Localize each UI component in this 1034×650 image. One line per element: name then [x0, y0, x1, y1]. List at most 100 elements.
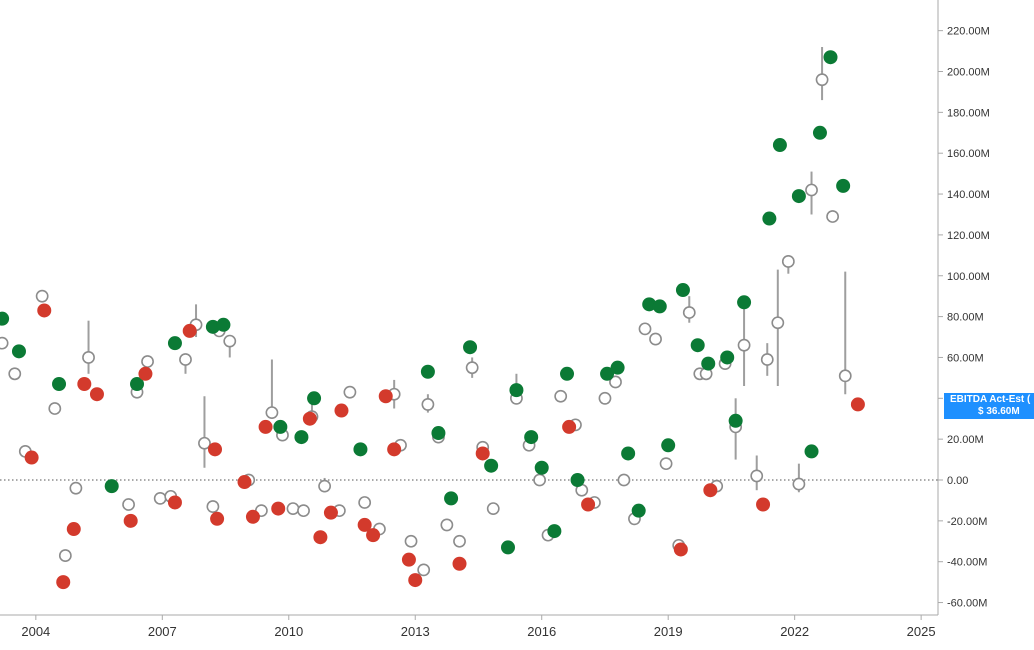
estimate-point: [826, 210, 840, 223]
actual-beat-point: [353, 442, 368, 457]
estimate-point: [297, 504, 310, 518]
actual-markers: [0, 50, 865, 590]
estimate-point: [48, 402, 62, 415]
actual-beat-point: [652, 299, 667, 314]
actual-miss-point: [756, 497, 771, 512]
actual-miss-point: [66, 522, 81, 537]
estimate-point: [265, 406, 279, 419]
actual-beat-point: [547, 524, 562, 539]
actual-miss-point: [387, 442, 402, 457]
estimate-point: [609, 375, 622, 389]
actual-miss-point: [323, 505, 338, 520]
estimate-point: [141, 355, 154, 368]
estimate-point: [69, 481, 83, 495]
estimate-point: [737, 338, 751, 352]
actual-miss-point: [562, 419, 577, 434]
y-tick-label: 160.00M: [947, 148, 990, 160]
y-tick-label: 80.00M: [947, 312, 984, 324]
y-tick-label: 120.00M: [947, 230, 990, 242]
estimate-markers: [0, 73, 852, 577]
actual-beat-point: [420, 364, 435, 379]
actual-miss-point: [313, 530, 328, 545]
estimate-point: [417, 563, 431, 577]
estimate-point: [838, 369, 852, 383]
x-tick-label: 2013: [401, 624, 430, 639]
actual-beat-point: [560, 366, 575, 381]
actual-miss-point: [138, 366, 153, 381]
current-badge-value: $ 36.60M: [978, 406, 1020, 417]
actual-beat-point: [570, 473, 585, 487]
x-tick-label: 2025: [907, 624, 936, 639]
actual-miss-point: [258, 419, 273, 434]
actual-beat-point: [484, 458, 499, 473]
estimate-point: [598, 391, 612, 405]
actual-miss-point: [56, 575, 71, 590]
estimate-point: [343, 385, 357, 399]
actual-miss-point: [77, 377, 92, 392]
actual-miss-point: [401, 552, 416, 567]
actual-miss-point: [334, 403, 349, 418]
actual-miss-point: [167, 495, 182, 510]
y-tick-label: 180.00M: [947, 107, 990, 119]
actual-miss-point: [208, 442, 223, 457]
actual-miss-point: [378, 389, 393, 404]
actual-miss-point: [182, 323, 197, 338]
estimate-point: [198, 436, 211, 450]
actual-beat-point: [762, 211, 777, 226]
estimate-point: [440, 518, 454, 532]
actual-beat-point: [463, 340, 478, 355]
y-tick-label: 0.00: [947, 475, 968, 487]
estimate-point: [771, 316, 785, 330]
estimate-point: [760, 353, 774, 366]
estimate-point: [638, 322, 652, 336]
actual-beat-point: [621, 446, 636, 461]
estimate-point: [8, 367, 22, 381]
actual-miss-point: [271, 501, 286, 516]
y-tick-label: 220.00M: [947, 26, 990, 38]
actual-miss-point: [24, 450, 39, 465]
actual-beat-point: [701, 356, 716, 371]
estimate-point: [682, 306, 696, 319]
actual-beat-point: [104, 479, 119, 494]
estimate-point: [318, 479, 332, 493]
estimate-point: [179, 353, 192, 366]
estimate-point: [122, 498, 135, 511]
actual-beat-point: [772, 138, 787, 153]
actual-miss-point: [452, 556, 467, 571]
estimate-point: [206, 500, 220, 513]
actual-beat-point: [509, 383, 524, 398]
actual-beat-point: [294, 430, 309, 445]
estimate-point: [358, 496, 372, 509]
actual-beat-point: [167, 336, 182, 351]
estimate-point: [0, 336, 9, 350]
actual-beat-point: [216, 317, 231, 332]
actual-beat-point: [11, 344, 26, 359]
actual-beat-point: [307, 391, 322, 406]
estimate-point: [792, 477, 806, 491]
estimate-point: [286, 502, 300, 515]
actual-beat-point: [728, 413, 743, 428]
estimate-point: [58, 549, 72, 562]
actual-beat-point: [836, 178, 851, 193]
actual-beat-point: [500, 540, 515, 555]
actual-miss-point: [673, 542, 688, 557]
estimate-point: [82, 351, 95, 364]
current-value-badge: EBITDA Act-Est ( $ 36.60M: [944, 393, 1034, 419]
estimate-point: [649, 332, 662, 346]
actual-beat-point: [431, 426, 446, 441]
estimate-point: [453, 534, 466, 548]
actual-miss-point: [581, 497, 596, 512]
estimate-point: [781, 255, 795, 268]
actual-beat-point: [52, 377, 67, 392]
y-tick-label: -60.00M: [947, 598, 987, 610]
actual-beat-point: [642, 297, 657, 312]
estimate-point: [486, 502, 500, 515]
estimate-point: [223, 334, 237, 348]
y-tick-label: 60.00M: [947, 352, 984, 364]
actual-beat-point: [791, 189, 806, 204]
actual-beat-point: [661, 438, 676, 453]
actual-beat-point: [273, 419, 288, 434]
actual-miss-point: [245, 509, 260, 524]
estimate-point: [805, 183, 818, 197]
